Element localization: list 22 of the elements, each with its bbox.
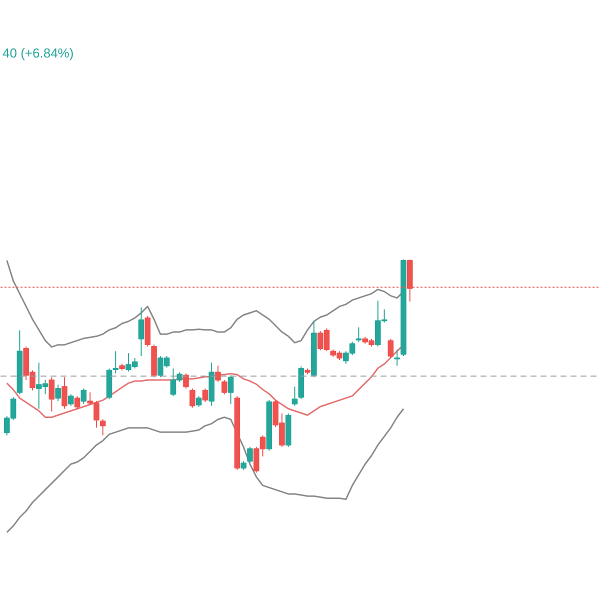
- candlestick: [356, 326, 362, 342]
- candlestick: [62, 376, 68, 410]
- candlestick: [228, 374, 234, 404]
- candlestick: [215, 365, 221, 382]
- candlestick: [388, 338, 394, 359]
- candlestick: [74, 396, 80, 410]
- candlestick: [394, 349, 400, 366]
- candlestick: [48, 376, 55, 412]
- candlestick: [196, 396, 202, 408]
- candlestick: [183, 372, 189, 389]
- candlestick: [80, 388, 87, 404]
- candlestick: [247, 446, 253, 464]
- text: 40 (+6.84%): [2, 46, 74, 60]
- candlestick: [202, 388, 208, 402]
- candlestick: [112, 350, 119, 374]
- candlestick: [221, 379, 228, 395]
- candlestick: [138, 306, 144, 357]
- candlestick: [190, 388, 196, 408]
- candlestick: [100, 418, 106, 436]
- candlestick: [292, 386, 298, 406]
- candlestick: [55, 384, 61, 402]
- candlestick: [68, 394, 74, 406]
